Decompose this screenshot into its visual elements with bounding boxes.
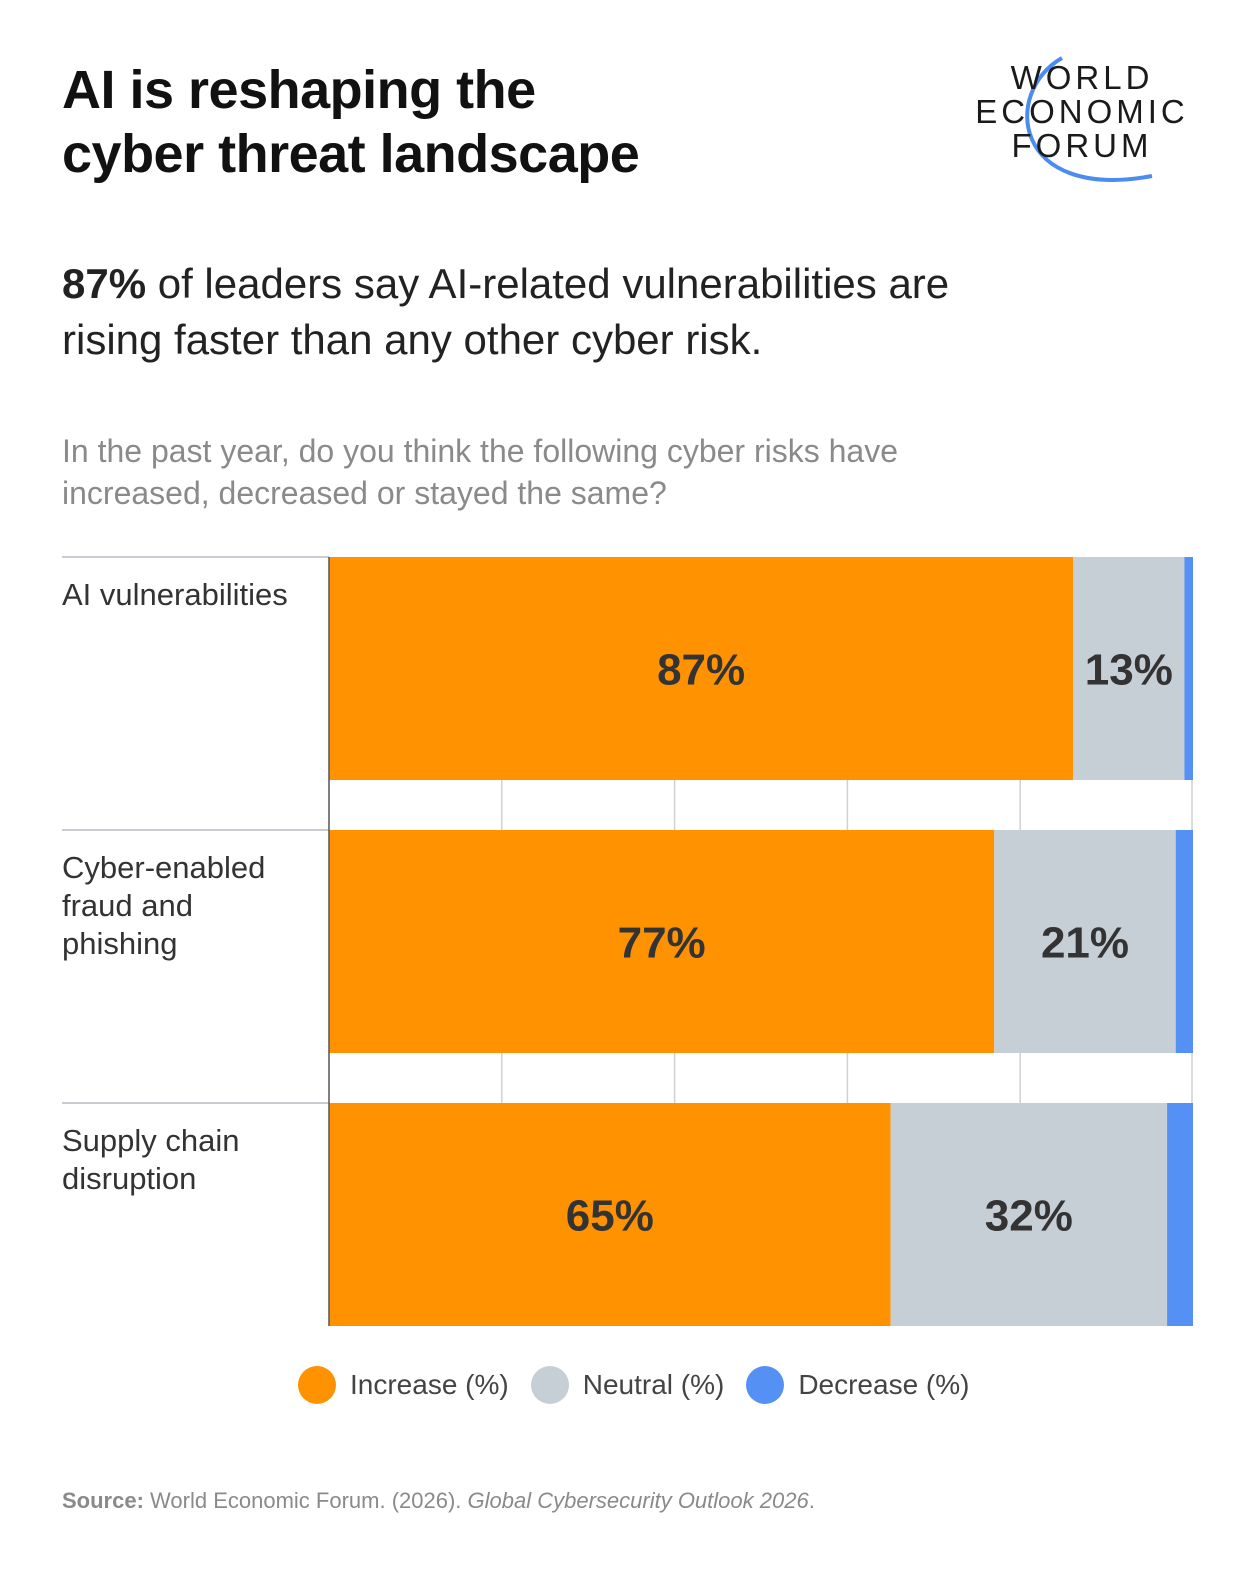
bar-decrease xyxy=(1167,1103,1193,1326)
category-label: Supply chain disruption xyxy=(62,1123,240,1196)
category-label: AI vulnerabilities xyxy=(62,577,288,612)
logo-line-2: ECONOMIC xyxy=(975,93,1189,130)
bar-neutral xyxy=(890,1103,1168,1326)
category-label: Cyber-enabled fraud and phishing xyxy=(62,850,265,961)
logo-line-3: FORUM xyxy=(1011,127,1153,164)
legend-decrease: Decrease (%) xyxy=(746,1366,969,1404)
source-end: . xyxy=(808,1488,815,1513)
logo-line-1: WORLD xyxy=(1010,59,1154,96)
bar-increase xyxy=(329,830,995,1053)
source-text: World Economic Forum. (2026). xyxy=(143,1488,468,1513)
legend-increase: Increase (%) xyxy=(298,1366,509,1404)
subtitle-text: of leaders say AI-related vulnerabilitie… xyxy=(62,260,950,363)
logo-arc-icon xyxy=(1025,56,1153,182)
legend-neutral: Neutral (%) xyxy=(530,1366,725,1404)
bar-increase xyxy=(329,1103,891,1326)
data-label: 65% xyxy=(566,1192,654,1241)
title-line-2: cyber threat landscape xyxy=(62,124,640,184)
bar-increase xyxy=(329,557,1074,780)
legend: Increase (%) Neutral (%) Decrease (%) xyxy=(298,1366,991,1404)
bar-neutral xyxy=(994,830,1176,1053)
legend-increase-swatch xyxy=(298,1366,336,1404)
source-label: Source: xyxy=(62,1488,144,1513)
stacked-bar-chart: AI vulnerabilities 87% 13% Cyber-enabled fra… xyxy=(62,556,1193,1326)
data-label: 13% xyxy=(1085,646,1173,695)
bar-decrease xyxy=(1184,557,1193,780)
data-label: 77% xyxy=(618,919,706,968)
legend-decrease-swatch xyxy=(746,1366,785,1404)
legend-neutral-swatch xyxy=(530,1366,569,1404)
data-label: 32% xyxy=(985,1192,1073,1241)
subtitle: 87% of leaders say AI-related vulnerabil… xyxy=(62,256,982,368)
subtitle-highlight: 87% xyxy=(62,260,147,307)
title-line-1: AI is reshaping the xyxy=(62,60,536,120)
wef-logo: WORLD ECONOMIC FORUM xyxy=(962,52,1202,202)
data-label: 87% xyxy=(657,646,745,695)
data-label: 21% xyxy=(1041,919,1129,968)
source-note: Source: World Economic Forum. (2026). Gl… xyxy=(62,1488,815,1514)
page-title: AI is reshaping the cyber threat landsca… xyxy=(62,58,640,186)
bar-neutral xyxy=(1073,557,1185,780)
survey-question: In the past year, do you think the follo… xyxy=(62,433,899,511)
legend-decrease-label: Decrease (%) xyxy=(798,1369,970,1400)
legend-increase-label: Increase (%) xyxy=(350,1369,509,1400)
bar-decrease xyxy=(1175,830,1193,1053)
source-title: Global Cybersecurity Outlook 2026 xyxy=(467,1488,809,1513)
legend-neutral-label: Neutral (%) xyxy=(582,1369,725,1400)
